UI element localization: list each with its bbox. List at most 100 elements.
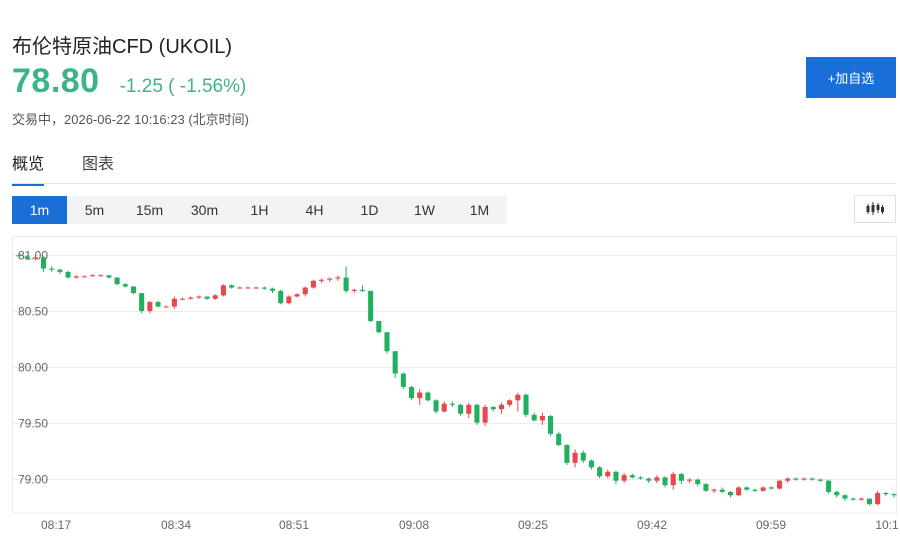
candle-body bbox=[433, 400, 439, 412]
candle-body bbox=[269, 288, 276, 291]
candle-body bbox=[147, 302, 153, 311]
candle-body bbox=[392, 351, 398, 374]
candle-body bbox=[417, 392, 423, 399]
candle-body bbox=[891, 494, 897, 496]
candle-body bbox=[613, 471, 619, 481]
candle-body bbox=[220, 285, 226, 296]
candle-body bbox=[466, 404, 472, 414]
price-chart[interactable]: 81.00 80.50 80.00 79.50 79.00 08:17 08:34 08:51… bbox=[12, 236, 898, 543]
interval-1d[interactable]: 1D bbox=[360, 202, 379, 218]
y-tick-label: 79.50 bbox=[18, 417, 48, 431]
candle-body bbox=[24, 256, 30, 259]
candle-body bbox=[327, 278, 333, 280]
interval-5m[interactable]: 5m bbox=[84, 202, 105, 218]
candle-body bbox=[351, 289, 357, 291]
candle-body bbox=[196, 296, 202, 298]
candle-body bbox=[744, 487, 750, 490]
candle-body bbox=[474, 404, 480, 423]
candle-body bbox=[286, 296, 292, 304]
candle-body bbox=[670, 474, 676, 486]
y-tick-label: 80.00 bbox=[18, 361, 48, 375]
candle-body bbox=[572, 452, 578, 463]
candle-body bbox=[384, 332, 390, 352]
add-to-watchlist-button[interactable]: +加自选 bbox=[806, 57, 896, 98]
candle-body bbox=[106, 275, 112, 278]
candle-body bbox=[515, 394, 521, 401]
candle-body bbox=[736, 487, 742, 496]
candle-body bbox=[73, 276, 79, 278]
candle-body bbox=[229, 285, 235, 288]
candle-body bbox=[482, 407, 488, 423]
price-change: -1.25 ( -1.56%) bbox=[119, 76, 247, 97]
candle-body bbox=[294, 294, 300, 297]
candle-body bbox=[155, 302, 161, 307]
candle-body bbox=[597, 467, 603, 477]
candle-body bbox=[809, 478, 815, 480]
interval-15m[interactable]: 15m bbox=[135, 202, 164, 218]
candle-body bbox=[719, 489, 725, 492]
candle-body bbox=[180, 298, 186, 300]
candle-body bbox=[883, 493, 889, 495]
candle-body bbox=[458, 404, 464, 414]
x-tick-label: 08:51 bbox=[279, 518, 309, 532]
candlestick-icon bbox=[866, 202, 884, 215]
candle-body bbox=[310, 280, 316, 288]
tab-chart[interactable]: 图表 bbox=[82, 156, 115, 173]
candle-body bbox=[278, 290, 284, 304]
candle-body bbox=[695, 479, 701, 485]
candle-body bbox=[654, 477, 660, 481]
interval-selector: 1m 5m 15m 30m 1H 4H 1D 1W 1M bbox=[12, 196, 507, 224]
chart-type-button[interactable] bbox=[854, 195, 896, 223]
tab-overview[interactable]: 概览 bbox=[12, 150, 45, 186]
candle-body bbox=[343, 277, 349, 291]
candle-body bbox=[171, 298, 177, 307]
candle-body bbox=[261, 287, 267, 289]
candle-body bbox=[866, 498, 873, 505]
candle-body bbox=[65, 271, 71, 278]
candle-body bbox=[90, 275, 96, 277]
interval-1w[interactable]: 1W bbox=[414, 202, 435, 218]
interval-30m[interactable]: 30m bbox=[190, 202, 219, 218]
candle-body bbox=[507, 400, 513, 405]
candle-body bbox=[49, 268, 55, 270]
x-tick-label: 09:42 bbox=[637, 518, 667, 532]
candle-body bbox=[449, 403, 455, 405]
candle-body bbox=[548, 415, 554, 434]
candle-body bbox=[539, 415, 545, 421]
candle-body bbox=[785, 478, 791, 481]
candle-body bbox=[776, 480, 783, 489]
candle-body bbox=[253, 287, 259, 289]
candle-body bbox=[637, 477, 644, 479]
price-row: 78.80 -1.25 ( -1.56%) bbox=[12, 62, 246, 101]
candle-body bbox=[163, 306, 169, 308]
candle-body bbox=[425, 392, 431, 401]
candle-body bbox=[687, 479, 693, 481]
candle-body bbox=[678, 474, 684, 481]
candle-body bbox=[319, 279, 325, 281]
candle-body bbox=[359, 289, 365, 291]
interval-1mo[interactable]: 1M bbox=[469, 202, 490, 218]
candle-body bbox=[57, 269, 63, 272]
candle-body bbox=[32, 257, 38, 259]
interval-1h[interactable]: 1H bbox=[250, 202, 269, 218]
y-tick-label: 79.00 bbox=[18, 473, 48, 487]
candle-body bbox=[122, 284, 128, 287]
candle-body bbox=[40, 257, 47, 269]
x-tick-label: 09:59 bbox=[756, 518, 786, 532]
candle-body bbox=[531, 414, 537, 421]
tabs-divider bbox=[12, 183, 896, 184]
candle-body bbox=[302, 287, 308, 295]
interval-4h[interactable]: 4H bbox=[305, 202, 324, 218]
candle-body bbox=[621, 475, 627, 481]
candlestick-chart[interactable]: 81.00 80.50 80.00 79.50 79.00 08:17 08:34 08:51… bbox=[12, 236, 898, 543]
interval-1m[interactable]: 1m bbox=[12, 196, 67, 224]
chart-frame bbox=[12, 236, 897, 514]
candle-body bbox=[858, 498, 864, 500]
trading-status: 交易中，2026-06-22 10:16:23 (北京时间) bbox=[12, 112, 249, 127]
candle-body bbox=[850, 498, 856, 500]
page-tabs: 概览 图表 bbox=[12, 150, 152, 186]
candle-body bbox=[703, 484, 709, 491]
candle-body bbox=[368, 290, 374, 322]
candle-body bbox=[760, 487, 766, 491]
candle-body bbox=[793, 478, 799, 480]
